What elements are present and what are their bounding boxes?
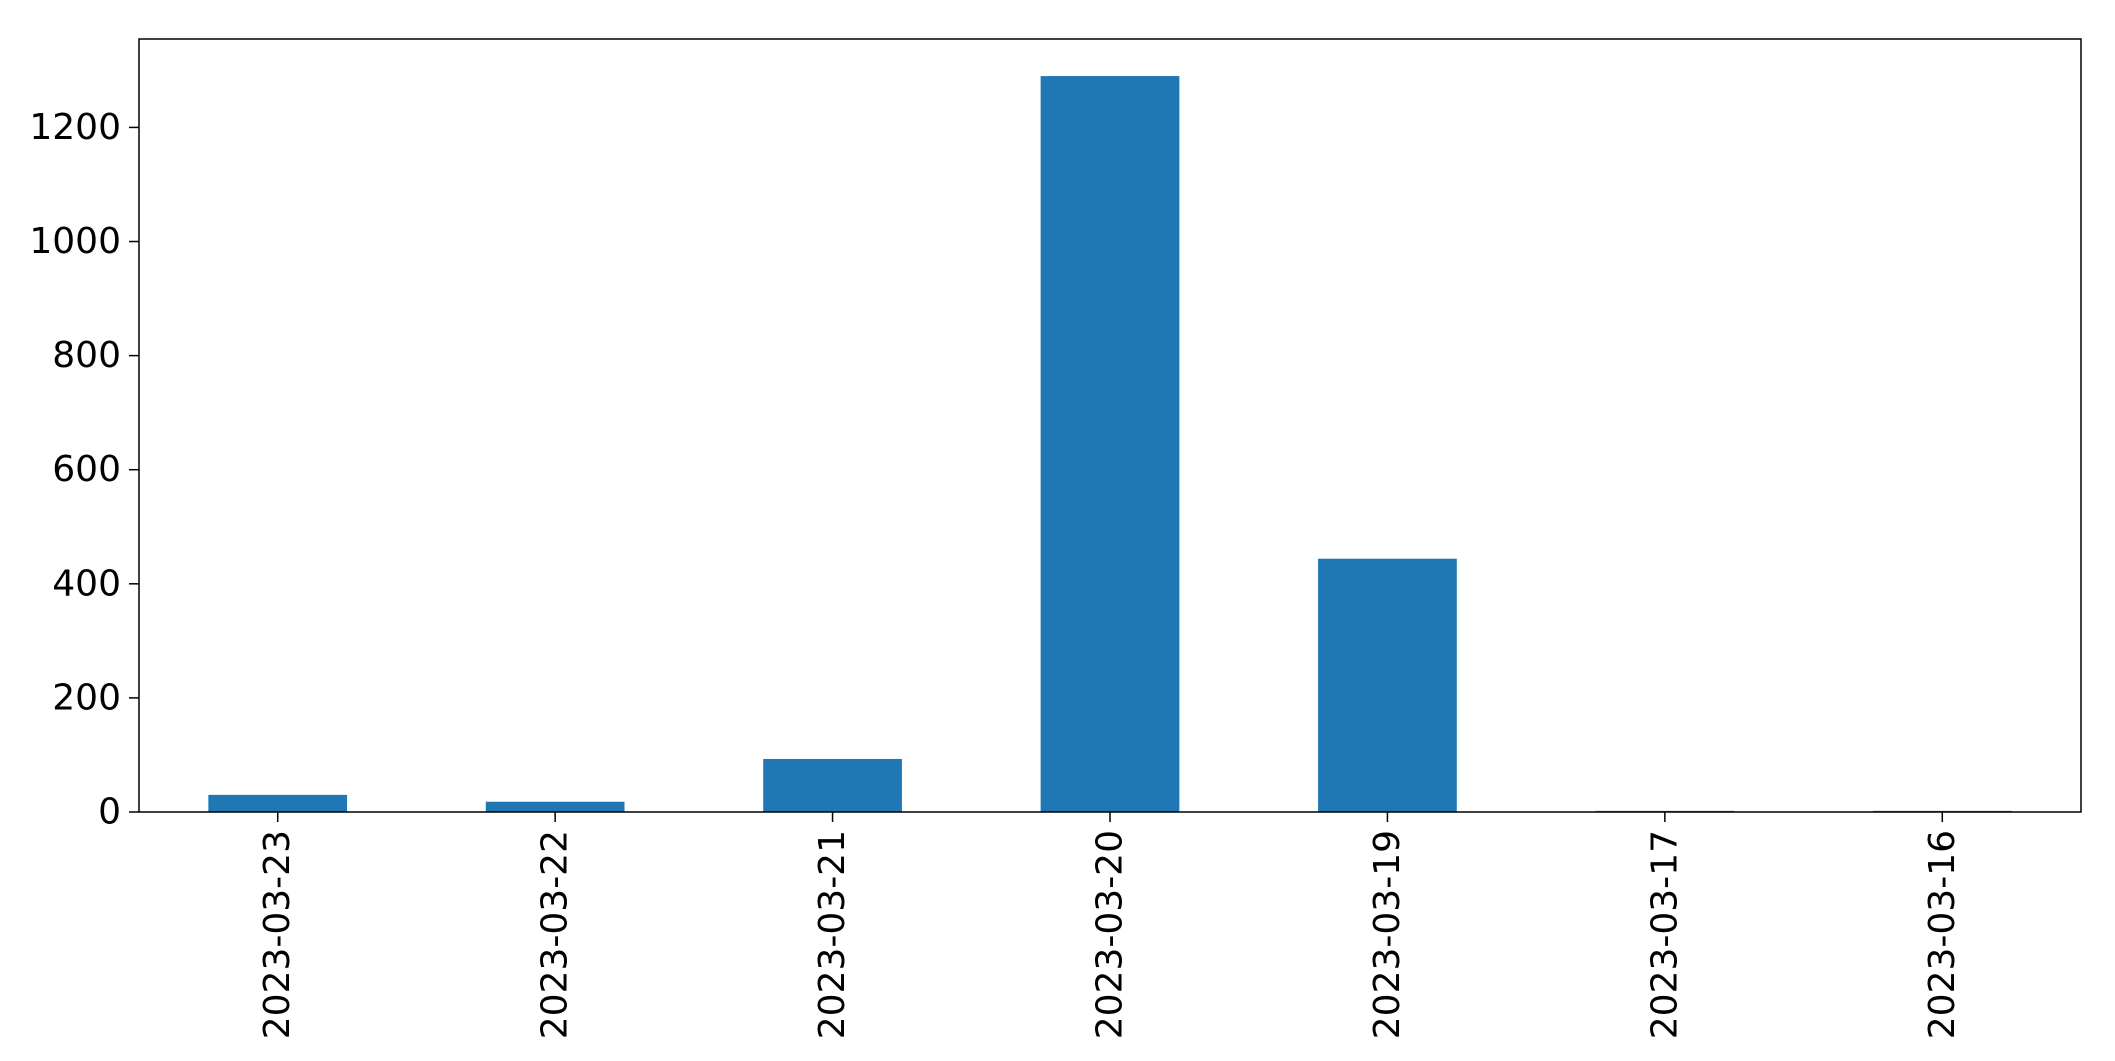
y-tick-label: 400	[52, 563, 121, 604]
bar-2023-03-20	[1040, 76, 1180, 813]
bar-2023-03-23	[208, 794, 348, 812]
x-tick-label: 2023-03-16	[1922, 830, 1963, 1039]
y-tick-label: 1000	[29, 221, 121, 262]
y-tick-label: 800	[52, 335, 121, 376]
x-tick-label: 2023-03-20	[1090, 830, 1131, 1039]
y-axis: 0 200 400 600 800 1000 1200	[29, 107, 139, 833]
y-tick-label: 200	[52, 677, 121, 718]
y-tick-label: 0	[98, 792, 121, 833]
bar-2023-03-22	[485, 801, 625, 812]
x-tick-label: 2023-03-21	[812, 830, 853, 1039]
x-tick-label: 2023-03-23	[257, 830, 298, 1039]
bar-2023-03-21	[763, 758, 902, 812]
x-tick-label: 2023-03-19	[1367, 830, 1408, 1039]
plot-frame	[138, 38, 2082, 813]
y-tick-label: 600	[52, 449, 121, 490]
x-axis: 2023-03-23 2023-03-22 2023-03-21 2023-03-20…	[257, 812, 1963, 1039]
y-tick-label: 1200	[29, 107, 121, 148]
x-tick-label: 2023-03-22	[535, 830, 576, 1039]
x-tick-label: 2023-03-17	[1644, 830, 1685, 1039]
bars-group	[208, 76, 2012, 813]
bar-2023-03-19	[1318, 558, 1457, 812]
